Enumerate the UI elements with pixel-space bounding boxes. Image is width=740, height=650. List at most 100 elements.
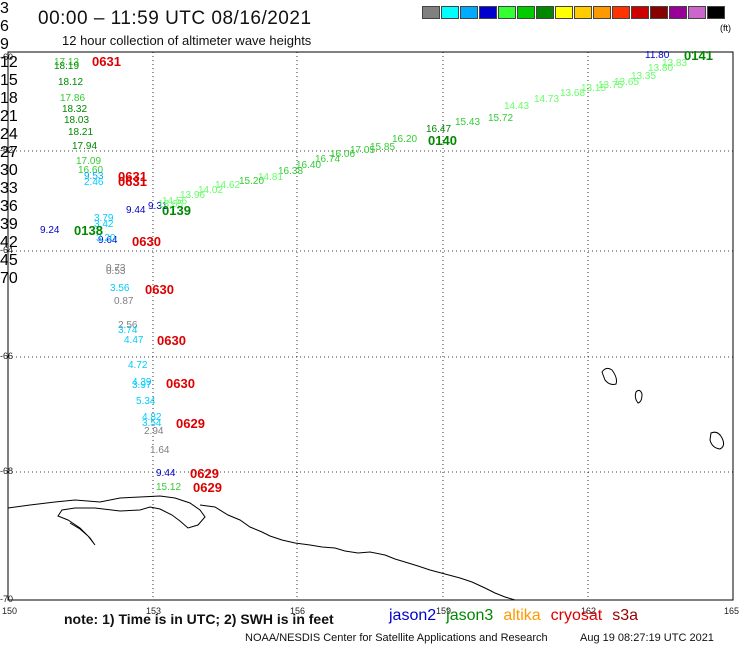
wave-height-value: 16.20 xyxy=(392,134,418,145)
wave-height-value: 2.56 xyxy=(118,320,138,331)
wave-height-value: 9.31 xyxy=(148,201,168,212)
wave-height-value: 3.42 xyxy=(94,219,114,230)
footer-note: note: 1) Time is in UTC; 2) SWH is in fe… xyxy=(64,611,334,627)
lon-label: 150 xyxy=(2,606,18,616)
legend-label: 27 xyxy=(0,144,18,161)
legend-swatch xyxy=(650,6,668,19)
legend-label: 9 xyxy=(0,36,9,53)
wave-height-value: 9.44 xyxy=(156,468,176,479)
wave-height-value: 0.87 xyxy=(114,296,134,307)
legend-swatch xyxy=(669,6,687,19)
wave-height-value: 14.73 xyxy=(534,94,560,105)
island-3 xyxy=(709,431,725,450)
pass-time-label: 0140 xyxy=(428,133,457,148)
wave-height-value: 9.44 xyxy=(126,205,146,216)
legend-swatch xyxy=(498,6,516,19)
pass-time-label: 0629 xyxy=(193,480,222,495)
legend-label: 39 xyxy=(0,216,18,233)
legend-swatch xyxy=(479,6,497,19)
wave-height-value: 17.09 xyxy=(76,156,102,167)
map-title: 00:00 – 11:59 UTC 08/16/2021 xyxy=(38,8,312,29)
wave-height-value: 9.53 xyxy=(84,171,104,182)
wave-height-value: 18.21 xyxy=(68,127,94,138)
pass-time-label: 0630 xyxy=(166,376,195,391)
satellite-legend-s3a: s3a xyxy=(612,607,639,624)
wave-height-value: 4.82 xyxy=(142,412,162,423)
legend-label: 15 xyxy=(0,72,18,89)
lat-label: -70 xyxy=(0,594,14,604)
pass-time-label: 0631 xyxy=(118,174,147,189)
wave-height-value: 13.68 xyxy=(560,88,586,99)
wave-height-value: 0.73 xyxy=(106,263,126,274)
wave-height-value: 14.81 xyxy=(258,172,284,183)
satellite-legend-jason3: jason3 xyxy=(446,607,494,624)
legend-swatch xyxy=(536,6,554,19)
lat-label: -64 xyxy=(0,245,14,255)
wave-height-value: 16.47 xyxy=(426,124,452,135)
wave-height-value: 16.60 xyxy=(78,165,104,176)
legend-label: 70 xyxy=(0,270,18,287)
wave-height-value: 5.34 xyxy=(136,396,156,407)
map-subtitle: 12 hour collection of altimeter wave hei… xyxy=(62,33,312,48)
legend-label: 18 xyxy=(0,90,18,107)
legend-label: 21 xyxy=(0,108,18,125)
wave-height-value: 14.02 xyxy=(198,185,224,196)
wave-height-value: 4.47 xyxy=(124,335,144,346)
wave-height-value: 17.86 xyxy=(60,93,86,104)
satellite-legend: jason2 jason3 altika cryosat s3a xyxy=(389,607,648,625)
legend-swatch xyxy=(593,6,611,19)
satellite-legend-altika: altika xyxy=(503,607,541,624)
credit-line: NOAA/NESDIS Center for Satellite Applica… xyxy=(245,632,548,644)
wave-height-value: 11.80 xyxy=(645,50,670,61)
wave-height-value: 13.96 xyxy=(180,190,206,201)
wave-height-value: 14.62 xyxy=(215,180,241,191)
wave-height-value: 4.39 xyxy=(132,377,152,388)
legend-swatch xyxy=(707,6,725,19)
legend-label: 45 xyxy=(0,252,18,269)
graticule xyxy=(8,52,733,600)
wave-height-value: 13.65 xyxy=(614,77,640,88)
legend-label: 12 xyxy=(0,54,18,71)
lon-label: 165 xyxy=(724,606,740,616)
wave-height-value: 13.15 xyxy=(581,83,607,94)
legend-swatch xyxy=(688,6,706,19)
wave-height-value: 14.43 xyxy=(504,101,530,112)
lon-label: 156 xyxy=(290,606,306,616)
antarctic-coastline xyxy=(7,495,516,601)
legend-swatch xyxy=(574,6,592,19)
wave-height-value: 13.75 xyxy=(598,80,624,91)
wave-height-value: 18.19 xyxy=(54,61,80,72)
pass-time-label: 0629 xyxy=(190,466,219,481)
wave-height-value: 15.72 xyxy=(488,113,514,124)
wave-height-value: 1.64 xyxy=(150,445,170,456)
legend-label: 24 xyxy=(0,126,18,143)
wave-height-value: 0.53 xyxy=(106,266,126,277)
wave-height-value: 16.06 xyxy=(330,149,356,160)
legend-swatch xyxy=(631,6,649,19)
legend-swatch xyxy=(441,6,459,19)
island-1 xyxy=(601,367,617,385)
lon-label: 162 xyxy=(581,606,597,616)
wave-height-value: 13.80 xyxy=(648,63,674,74)
pass-time-label: 0630 xyxy=(145,282,174,297)
lon-label: 153 xyxy=(146,606,162,616)
legend-label: 42 xyxy=(0,234,18,251)
legend-swatch xyxy=(517,6,535,19)
lat-label: -62 xyxy=(0,145,14,155)
satellite-legend-jason2: jason2 xyxy=(389,607,437,624)
wave-height-value: 3.74 xyxy=(118,325,138,336)
wave-height-value: 13.65 xyxy=(158,199,184,210)
generated-timestamp: Aug 19 08:27:19 UTC 2021 xyxy=(580,632,714,644)
wave-height-value: 2.46 xyxy=(84,177,104,188)
pass-time-label: 0629 xyxy=(176,416,205,431)
legend-label: 6 xyxy=(0,18,9,35)
legend-swatch xyxy=(612,6,630,19)
wave-height-value: 15.12 xyxy=(156,482,182,493)
pass-time-label: 0631 xyxy=(92,54,121,69)
wave-height-value: 17.13 xyxy=(54,57,80,68)
wave-height-value: 3.54 xyxy=(142,418,162,429)
island-2 xyxy=(634,389,643,404)
lon-label: 159 xyxy=(436,606,452,616)
wave-height-value: 18.03 xyxy=(64,115,90,126)
